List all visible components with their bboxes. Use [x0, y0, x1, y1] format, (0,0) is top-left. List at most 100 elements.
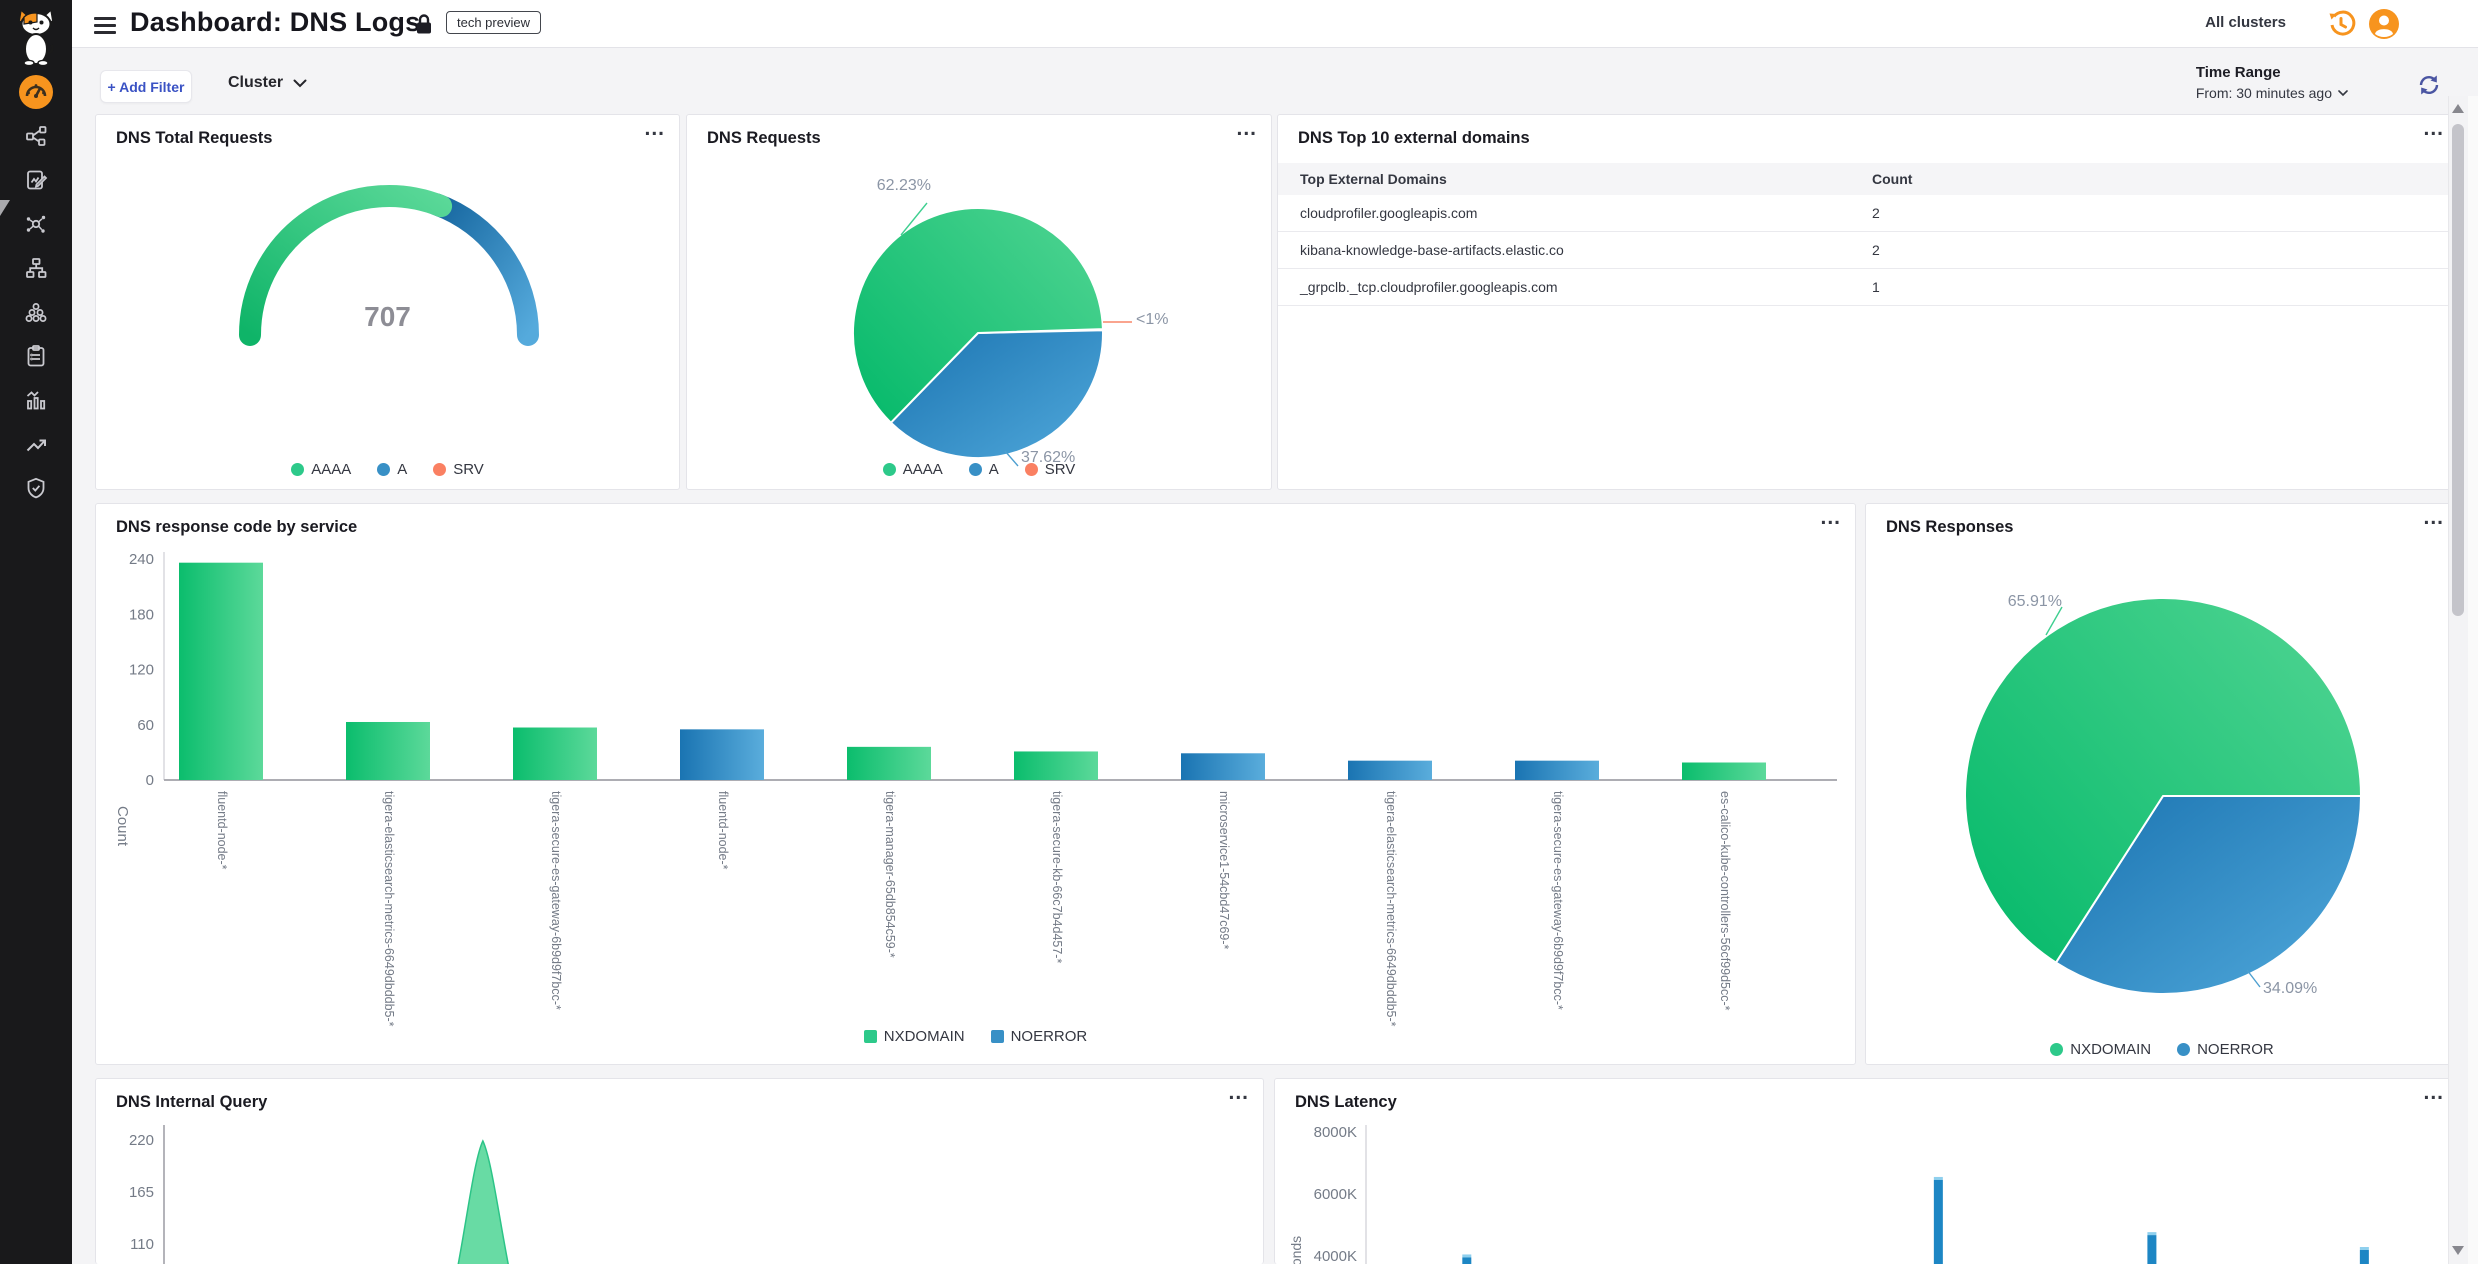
pie-slice-label: <1% [1136, 311, 1169, 328]
history-icon[interactable] [2326, 9, 2356, 39]
panel-options-icon[interactable]: ... [1820, 506, 1841, 529]
panel-dns-top10-external-domains: DNS Top 10 external domains ... Top Exte… [1277, 114, 2459, 490]
bar-nxdomain[interactable] [1682, 762, 1766, 780]
legend-item-a[interactable]: A [377, 461, 407, 478]
y-axis-label: Count [114, 806, 131, 847]
calico-cat-logo[interactable] [14, 8, 58, 67]
gauge-chart[interactable] [96, 115, 681, 491]
legend-item-srv[interactable]: SRV [433, 461, 484, 478]
cell-count: 2 [1872, 242, 1880, 258]
panel-title: DNS Internal Query [116, 1093, 268, 1111]
bar-noerror[interactable] [1181, 753, 1265, 780]
panel-options-icon[interactable]: ... [1228, 1081, 1249, 1104]
panel-options-icon[interactable]: ... [1236, 117, 1257, 140]
legend-label: SRV [453, 461, 484, 478]
scrollbar-down-arrow-icon[interactable] [2452, 1246, 2464, 1255]
refresh-icon[interactable] [2416, 72, 2442, 98]
add-filter-button[interactable]: + Add Filter [100, 70, 192, 103]
y-axis-tick: 220 [129, 1132, 154, 1149]
legend-item-noerror[interactable]: NOERROR [2177, 1041, 2274, 1058]
bar-nxdomain[interactable] [346, 721, 430, 780]
panel-options-icon[interactable]: ... [2423, 1081, 2444, 1104]
x-axis-category-label: fluentd-node-* [215, 791, 229, 870]
cluster-dropdown-label: Cluster [228, 74, 284, 91]
latency-bar-cap [1933, 1176, 1943, 1180]
sidebar-item-flow-visualizations[interactable] [0, 202, 72, 246]
pie-slice-label: 65.91% [2007, 593, 2062, 610]
chart-legend: NXDOMAIN NOERROR [96, 1028, 1855, 1045]
pie-slice-label: 62.23% [876, 177, 931, 194]
sidebar-item-policies[interactable] [0, 158, 72, 202]
sidebar-item-service-graph[interactable] [0, 114, 72, 158]
bar-nxdomain[interactable] [847, 746, 931, 780]
sidebar-item-managed-clusters[interactable] [0, 290, 72, 334]
threat-defense-shield-icon [27, 477, 45, 499]
y-axis-tick: 120 [129, 662, 154, 679]
pie-slice-a[interactable] [889, 329, 1104, 459]
legend-label: A [397, 461, 408, 478]
bar-noerror[interactable] [1515, 760, 1599, 780]
pie-slice-nxdomain[interactable] [1964, 597, 2362, 964]
panel-options-icon[interactable]: ... [2423, 117, 2444, 140]
sidebar-item-dashboard[interactable] [0, 70, 72, 114]
sidebar-item-compliance-reports[interactable] [0, 334, 72, 378]
panel-title: DNS Requests [707, 129, 821, 147]
user-avatar-icon[interactable] [2368, 8, 2400, 40]
legend-dot-swatch [291, 463, 305, 476]
sidebar-item-threat-defense-shield[interactable] [0, 466, 72, 510]
legend-label: NXDOMAIN [883, 1028, 965, 1045]
dashboard-icon [19, 75, 53, 109]
latency-bar[interactable] [2359, 1250, 2369, 1264]
cluster-dropdown[interactable]: Cluster [228, 74, 307, 92]
time-range-value[interactable]: From: 30 minutes ago [2196, 85, 2348, 101]
bar-nxdomain[interactable] [179, 562, 263, 780]
panel-options-icon[interactable]: ... [644, 117, 665, 140]
cell-domain: _grpclb._tcp.cloudprofiler.googleapis.co… [1300, 279, 1558, 295]
sidebar-item-network-sets[interactable] [0, 246, 72, 290]
legend-label: NOERROR [2197, 1041, 2274, 1058]
legend-item-nxdomain[interactable]: NXDOMAIN [863, 1028, 965, 1045]
panel-title: DNS Responses [1886, 518, 2014, 536]
x-axis-category-label: es-calico-kube-controllers-56cf99d5cc-* [1718, 791, 1732, 1011]
pie-chart[interactable] [1866, 504, 2460, 1066]
x-axis-category-label: tigera-secure-kb-66c7b4d457-* [1050, 791, 1064, 963]
latency-bar-cap [2147, 1232, 2157, 1236]
gauge-arc[interactable] [425, 193, 539, 346]
y-axis-tick: 180 [129, 606, 154, 623]
bar-nxdomain[interactable] [513, 727, 597, 780]
legend-item-nxdomain[interactable]: NXDOMAIN [2050, 1041, 2151, 1058]
policies-icon [27, 170, 48, 190]
latency-bar[interactable] [2147, 1235, 2157, 1264]
legend-item-srv[interactable]: SRV [1024, 461, 1075, 478]
sidebar-item-activity-stats[interactable] [0, 378, 72, 422]
hamburger-menu-icon[interactable] [94, 13, 118, 35]
panel-title: DNS response code by service [116, 518, 358, 536]
latency-bar[interactable] [1462, 1257, 1472, 1264]
legend-item-noerror[interactable]: NOERROR [990, 1028, 1087, 1045]
bar-nxdomain[interactable] [1014, 751, 1098, 780]
vertical-scrollbar-thumb[interactable] [2452, 124, 2464, 616]
column-header-count: Count [1872, 171, 1913, 187]
x-axis-category-label: tigera-secure-es-gateway-6b9d9f7bcc-* [549, 791, 563, 1010]
legend-item-aaaa[interactable]: AAAA [882, 461, 943, 478]
area-chart[interactable]: 220 165 110 [96, 1079, 1265, 1264]
panel-options-icon[interactable]: ... [2423, 506, 2444, 529]
bar-noerror[interactable] [1348, 760, 1432, 780]
latency-bar-chart[interactable]: 8000K 6000K 4000K Microseconds [1275, 1079, 2460, 1264]
pie-chart[interactable] [687, 115, 1273, 491]
panel-dns-responses: DNS Responses ... 65.91% 34.09% NXDOMAIN… [1865, 503, 2459, 1065]
latency-bar-cap [2359, 1247, 2369, 1251]
panel-dns-latency: DNS Latency ... 8000K 6000K 4000K Microseco… [1274, 1078, 2459, 1264]
all-clusters-selector[interactable]: All clusters [2205, 14, 2286, 31]
legend-item-a[interactable]: A [968, 461, 999, 478]
y-axis-tick: 165 [129, 1184, 154, 1201]
bar-noerror[interactable] [680, 729, 764, 780]
legend-item-aaaa[interactable]: AAAA [291, 461, 351, 478]
pie-slice-aaaa[interactable] [852, 207, 1104, 424]
scrollbar-up-arrow-icon[interactable] [2452, 104, 2464, 113]
area-series-spike[interactable] [437, 1139, 530, 1264]
gauge-arc[interactable] [239, 185, 453, 346]
latency-bar[interactable] [1933, 1179, 1943, 1264]
sidebar-item-threat-trend[interactable] [0, 422, 72, 466]
bar-chart[interactable]: 0 60 120 180 240 Count fluentd-node-* tigera-el… [96, 504, 1857, 1066]
